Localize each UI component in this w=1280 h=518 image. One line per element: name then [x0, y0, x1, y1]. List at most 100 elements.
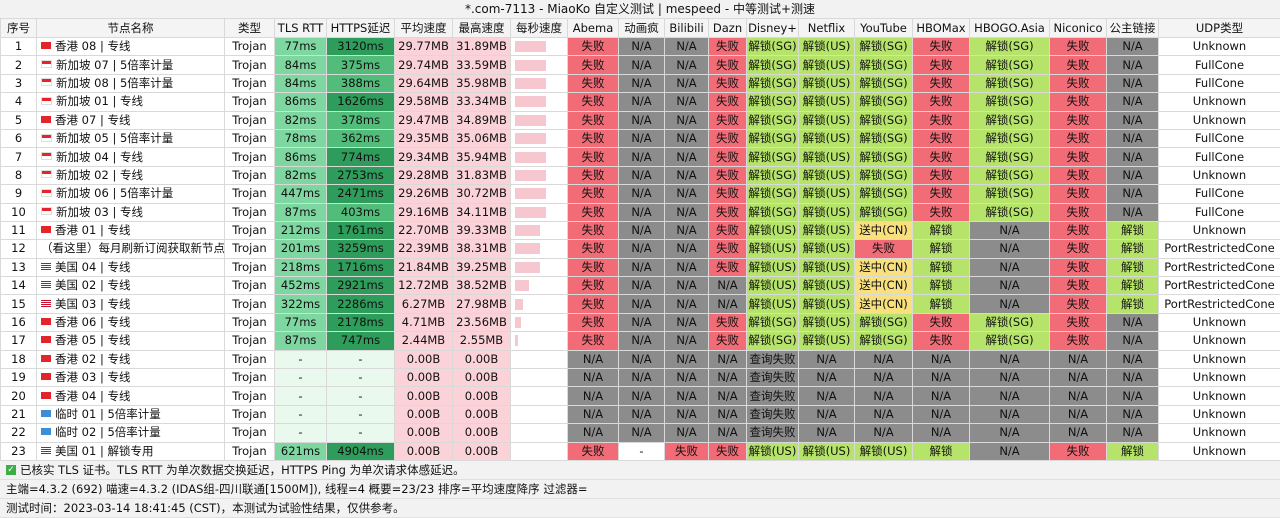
cell-node-name: 香港 02 | 专线 [37, 350, 225, 368]
column-header: 动画疯 [619, 19, 665, 38]
cell-type: Trojan [225, 148, 275, 166]
cell-disney: 解锁(SG) [747, 38, 799, 56]
cell-ani: N/A [619, 111, 665, 129]
cell-hbomax: 失败 [913, 93, 970, 111]
cell-disney: 解锁(US) [747, 442, 799, 460]
cell-dazn: 失败 [709, 203, 747, 221]
cell-https-delay: - [327, 350, 395, 368]
cell-https-delay: 2753ms [327, 166, 395, 184]
cell-ani: N/A [619, 332, 665, 350]
cell-https-delay: 2178ms [327, 313, 395, 331]
cell-bili: N/A [665, 277, 709, 295]
cell-max-speed: 31.89MB [453, 38, 511, 56]
cell-avg-speed: 29.64MB [395, 74, 453, 92]
cell-netflix: 解锁(US) [799, 166, 855, 184]
cell-disney: 解锁(SG) [747, 148, 799, 166]
cell-https-delay: 362ms [327, 129, 395, 147]
cell-tls-rtt: 82ms [275, 111, 327, 129]
cell-max-speed: 0.00B [453, 405, 511, 423]
cell-ani: N/A [619, 405, 665, 423]
cell-dazn: N/A [709, 387, 747, 405]
cell-bili: N/A [665, 74, 709, 92]
cell-pcr: N/A [1107, 350, 1159, 368]
cell-pcr: N/A [1107, 93, 1159, 111]
cell-pcr: N/A [1107, 166, 1159, 184]
cell-https-delay: - [327, 387, 395, 405]
cell-disney: 解锁(SG) [747, 203, 799, 221]
speed-bar [515, 133, 546, 144]
cell-abema: 失败 [568, 111, 619, 129]
cell-https-delay: 1716ms [327, 258, 395, 276]
cell-avg-speed: 29.16MB [395, 203, 453, 221]
sg-flag-icon [41, 134, 52, 142]
cell-youtube: 解锁(SG) [855, 74, 913, 92]
cell-youtube: 解锁(SG) [855, 56, 913, 74]
cell-speed-graph [511, 369, 568, 387]
cell-ani: N/A [619, 74, 665, 92]
cell-abema: N/A [568, 369, 619, 387]
cn-flag-icon [41, 410, 51, 417]
cell-max-speed: 31.83MB [453, 166, 511, 184]
cell-udp-type: Unknown [1159, 221, 1280, 239]
cell-hbogo: N/A [970, 277, 1050, 295]
cell-speed-graph [511, 56, 568, 74]
cell-https-delay: - [327, 369, 395, 387]
cell-nico: 失败 [1050, 129, 1107, 147]
cell-type: Trojan [225, 93, 275, 111]
cell-hbogo: N/A [970, 424, 1050, 442]
cell-bili: N/A [665, 405, 709, 423]
cell-pcr: N/A [1107, 129, 1159, 147]
speed-bar [515, 335, 518, 346]
cell-tls-rtt: 322ms [275, 295, 327, 313]
sg-flag-icon [41, 97, 52, 105]
cell-avg-speed: 0.00B [395, 369, 453, 387]
cell-node-name: 香港 04 | 专线 [37, 387, 225, 405]
cell-abema: 失败 [568, 313, 619, 331]
cell-avg-speed: 29.77MB [395, 38, 453, 56]
cell-tls-rtt: - [275, 405, 327, 423]
cell-https-delay: - [327, 405, 395, 423]
cell-abema: N/A [568, 350, 619, 368]
cell-nico: N/A [1050, 369, 1107, 387]
cell-ani: N/A [619, 424, 665, 442]
column-header: UDP类型 [1159, 19, 1280, 38]
cell-youtube: 解锁(SG) [855, 203, 913, 221]
cell-avg-speed: 29.58MB [395, 93, 453, 111]
cell-hbomax: 解锁 [913, 240, 970, 258]
cell-pcr: 解锁 [1107, 442, 1159, 460]
cell-index: 11 [1, 221, 37, 239]
cell-dazn: 失败 [709, 332, 747, 350]
cell-node-name: 新加坡 06 | 5倍率计量 [37, 185, 225, 203]
cell-tls-rtt: 201ms [275, 240, 327, 258]
column-header: 序号 [1, 19, 37, 38]
cell-type: Trojan [225, 332, 275, 350]
cell-hbogo: 解锁(SG) [970, 313, 1050, 331]
speed-bar [515, 115, 546, 126]
cell-max-speed: 39.33MB [453, 221, 511, 239]
cell-avg-speed: 0.00B [395, 387, 453, 405]
cell-hbogo: 解锁(SG) [970, 74, 1050, 92]
speed-bar [515, 243, 540, 254]
column-header: YouTube [855, 19, 913, 38]
cell-index: 3 [1, 74, 37, 92]
column-header: HBOGO.Asia [970, 19, 1050, 38]
cell-udp-type: FullCone [1159, 129, 1280, 147]
cell-node-name: 新加坡 03 | 专线 [37, 203, 225, 221]
cell-youtube: 送中(CN) [855, 221, 913, 239]
node-name-text: 新加坡 08 | 5倍率计量 [56, 76, 173, 90]
cell-node-name: 香港 01 | 专线 [37, 221, 225, 239]
cell-pcr: 解锁 [1107, 277, 1159, 295]
cell-nico: 失败 [1050, 56, 1107, 74]
cell-max-speed: 35.94MB [453, 148, 511, 166]
cell-nico: 失败 [1050, 203, 1107, 221]
cell-https-delay: 378ms [327, 111, 395, 129]
cell-hbogo: 解锁(SG) [970, 93, 1050, 111]
cell-ani: N/A [619, 295, 665, 313]
cell-max-speed: 33.59MB [453, 56, 511, 74]
cell-index: 8 [1, 166, 37, 184]
node-name-text: 香港 06 | 专线 [55, 315, 130, 329]
